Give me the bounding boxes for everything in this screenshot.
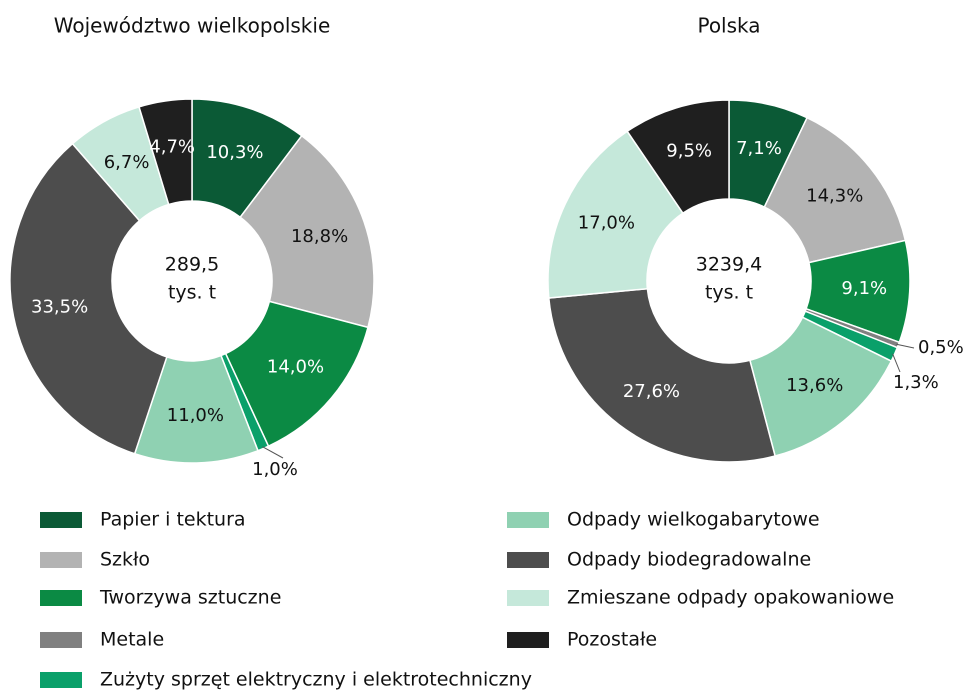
slice <box>626 99 730 215</box>
slice <box>224 300 369 448</box>
center-value: 289,5 <box>165 254 219 276</box>
legend-swatch <box>40 590 82 606</box>
legend-swatch <box>40 512 82 528</box>
leader-line <box>892 353 901 373</box>
value-label: 10,3% <box>206 142 263 163</box>
leader-line <box>896 343 915 349</box>
legend-swatch <box>507 552 549 568</box>
slice <box>239 134 375 329</box>
legend-label: Szkło <box>100 549 150 571</box>
value-label: 17,0% <box>578 212 635 233</box>
value-label: 6,7% <box>104 152 150 173</box>
legend-label: Zużyty sprzęt elektryczny i elektrotechn… <box>100 669 532 691</box>
value-label: 18,8% <box>291 226 348 247</box>
slice <box>138 98 193 206</box>
center-unit: tys. t <box>168 282 216 304</box>
legend-swatch <box>507 512 549 528</box>
value-label: 4,7% <box>149 136 195 157</box>
chart-title: Województwo wielkopolskie <box>54 14 331 38</box>
slice <box>763 116 907 264</box>
value-label: 14,3% <box>806 185 863 206</box>
value-label: 27,6% <box>623 381 680 402</box>
value-label: 14,0% <box>267 357 324 378</box>
legend-label: Odpady biodegradowalne <box>567 549 811 571</box>
value-label: 33,5% <box>31 297 88 318</box>
value-label: 0,5% <box>918 337 964 358</box>
legend-swatch <box>507 632 549 648</box>
legend-swatch <box>40 552 82 568</box>
legend-label: Tworzywa sztuczne <box>99 587 281 609</box>
center-unit: tys. t <box>705 282 753 304</box>
value-label: 1,3% <box>893 372 939 393</box>
value-label: 7,1% <box>736 138 782 159</box>
value-label: 11,0% <box>167 405 224 426</box>
value-label: 9,5% <box>666 140 712 161</box>
leader-line <box>262 446 284 459</box>
slice <box>9 142 168 455</box>
chart-title: Polska <box>697 14 760 38</box>
legend-label: Odpady wielkogabarytowe <box>567 509 820 531</box>
center-value: 3239,4 <box>696 254 762 276</box>
slice <box>547 287 777 463</box>
legend-swatch <box>507 590 549 606</box>
value-label: 1,0% <box>252 459 298 480</box>
legend-label: Zmieszane odpady opakowaniowe <box>567 587 894 609</box>
legend-label: Papier i tektura <box>100 509 246 531</box>
legend-label: Pozostałe <box>567 629 657 651</box>
legend-swatch <box>40 632 82 648</box>
legend-label: Metale <box>100 629 164 651</box>
legend-swatch <box>40 672 82 688</box>
value-label: 13,6% <box>786 375 843 396</box>
slice <box>547 130 684 299</box>
value-label: 9,1% <box>841 278 887 299</box>
